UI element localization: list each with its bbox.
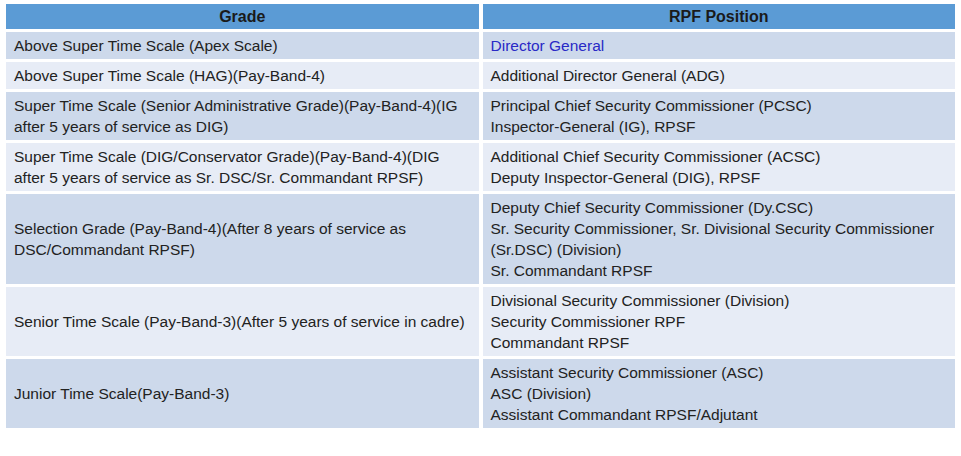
table-row: Super Time Scale (DIG/Conservator Grade)… bbox=[6, 143, 955, 191]
table-row: Above Super Time Scale (Apex Scale) Dire… bbox=[6, 32, 955, 59]
position-cell: Divisional Security Commissioner (Divisi… bbox=[483, 287, 956, 356]
table-row: Selection Grade (Pay-Band-4)(After 8 yea… bbox=[6, 194, 955, 284]
grade-cell: Above Super Time Scale (HAG)(Pay-Band-4) bbox=[6, 62, 479, 89]
table-row: Above Super Time Scale (HAG)(Pay-Band-4)… bbox=[6, 62, 955, 89]
grade-cell: Senior Time Scale (Pay-Band-3)(After 5 y… bbox=[6, 287, 479, 356]
table-row: Senior Time Scale (Pay-Band-3)(After 5 y… bbox=[6, 287, 955, 356]
position-cell: Assistant Security Commissioner (ASC) AS… bbox=[483, 359, 956, 428]
grade-cell: Selection Grade (Pay-Band-4)(After 8 yea… bbox=[6, 194, 479, 284]
grade-position-table: Grade RPF Position Above Super Time Scal… bbox=[2, 1, 959, 431]
table-row: Super Time Scale (Senior Administrative … bbox=[6, 92, 955, 140]
grade-cell: Super Time Scale (Senior Administrative … bbox=[6, 92, 479, 140]
director-general-link[interactable]: Director General bbox=[483, 32, 956, 59]
column-header-grade: Grade bbox=[6, 4, 479, 29]
grade-cell: Above Super Time Scale (Apex Scale) bbox=[6, 32, 479, 59]
grade-cell: Junior Time Scale(Pay-Band-3) bbox=[6, 359, 479, 428]
position-cell: Principal Chief Security Commissioner (P… bbox=[483, 92, 956, 140]
position-cell: Deputy Chief Security Commissioner (Dy.C… bbox=[483, 194, 956, 284]
header-row: Grade RPF Position bbox=[6, 4, 955, 29]
table-row: Junior Time Scale(Pay-Band-3) Assistant … bbox=[6, 359, 955, 428]
column-header-rpf-position: RPF Position bbox=[483, 4, 956, 29]
position-cell: Additional Chief Security Commissioner (… bbox=[483, 143, 956, 191]
position-cell: Additional Director General (ADG) bbox=[483, 62, 956, 89]
grade-cell: Super Time Scale (DIG/Conservator Grade)… bbox=[6, 143, 479, 191]
